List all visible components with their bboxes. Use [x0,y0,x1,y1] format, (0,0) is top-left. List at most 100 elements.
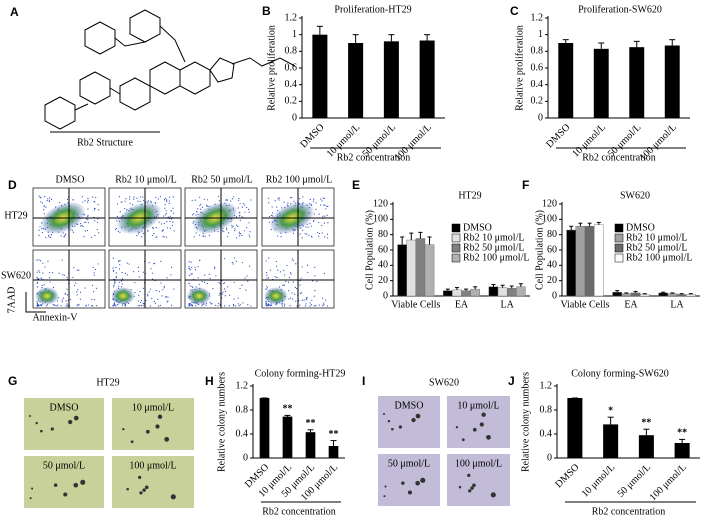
event-dot [269,304,271,306]
bar [305,432,316,458]
event-dot [137,200,139,202]
colony [398,425,403,429]
event-dot [43,208,45,211]
event-dot [249,265,251,267]
event-dot [157,298,159,300]
colony [415,480,421,486]
event-dot [240,233,242,235]
event-dot [91,304,93,307]
event-dot [113,282,116,284]
event-dot [167,216,169,218]
event-dot [115,277,117,279]
event-dot [215,275,217,277]
event-dot [225,227,228,229]
colony [138,475,142,479]
event-dot [213,267,216,269]
event-dot [173,230,175,232]
colony [73,415,79,421]
event-dot [138,294,140,296]
event-dot [301,266,303,268]
event-dot [126,274,128,276]
event-dot [209,277,211,279]
event-dot [87,219,89,221]
event-dot [170,274,172,276]
event-dot [238,235,241,237]
y-tick-label: 20 [547,275,557,286]
event-dot [43,284,45,286]
colony [468,489,472,493]
event-dot [48,199,51,201]
event-dot [41,231,43,234]
colony [155,424,160,429]
event-dot [64,233,67,235]
event-dot [40,277,42,279]
event-dot [248,211,250,213]
event-dot [59,202,61,204]
event-dot [114,303,116,306]
colony [391,427,394,431]
colony [486,434,491,440]
event-dot [288,276,291,279]
event-dot [87,214,89,216]
event-dot [289,304,291,307]
event-dot [84,287,86,289]
density [264,287,288,305]
event-dot [93,274,95,276]
event-dot [93,299,96,301]
event-dot [132,204,134,206]
event-dot [40,201,42,203]
x-tick-label: DMSO [298,122,326,150]
event-dot [163,236,165,238]
event-dot [71,229,73,232]
event-dot [76,269,78,271]
event-dot [142,287,144,290]
event-dot [245,289,247,291]
event-dot [84,200,86,202]
event-dot [43,213,45,215]
event-dot [172,196,174,198]
colony [467,473,471,477]
colony [164,436,170,442]
y-tick-label: 1 [292,29,297,40]
bar [676,294,687,297]
event-dot [44,266,46,268]
event-dot [210,303,212,305]
event-dot [172,221,174,223]
y-tick-label: 0.4 [236,428,249,439]
bar [566,229,576,297]
event-dot [87,222,90,224]
legend-label: Rb2 10 μmol/L [626,232,687,243]
event-dot [316,280,318,282]
event-dot [248,234,250,236]
event-dot [233,257,236,259]
bar [638,435,654,458]
event-dot [119,259,121,262]
molecule [44,9,296,130]
y-tick-label: 1.2 [540,380,553,391]
event-dot [171,224,174,227]
event-dot [65,300,67,302]
x-axis-label: Rb2 concentration [262,506,336,517]
event-dot [292,232,295,234]
event-dot [165,209,167,212]
x-axis-label: Rb2 concentration [337,152,411,163]
event-dot [117,304,119,306]
image-caption: 50 μmol/L [43,460,85,471]
event-dot [321,200,323,202]
event-dot [227,286,229,288]
colony [401,481,405,485]
event-dot [153,232,155,235]
event-dot [45,236,47,239]
colony [139,491,143,495]
y-tick-label: 0.8 [531,46,544,57]
event-dot [51,272,54,274]
event-dot [151,297,153,300]
legend-swatch [614,223,624,233]
legend-swatch [614,253,624,263]
event-dot [163,199,166,201]
legend-label: Rb2 50 μmol/L [463,242,524,253]
event-dot [323,302,325,304]
significance: ** [677,428,687,439]
event-dot [247,208,250,211]
